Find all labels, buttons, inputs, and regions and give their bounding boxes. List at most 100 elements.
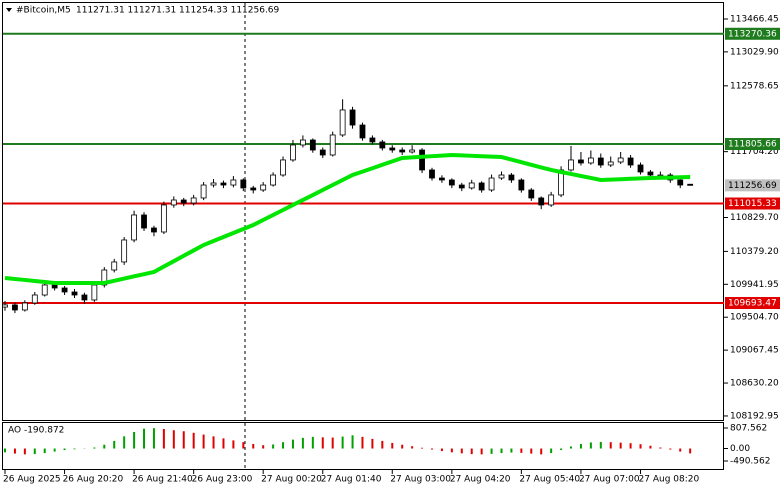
candle-body — [349, 109, 356, 126]
candle-body — [61, 287, 68, 293]
level-label: 113270.36 — [728, 29, 777, 39]
candle-body — [220, 182, 227, 186]
candle-body — [329, 134, 336, 156]
candle-body — [200, 184, 207, 199]
candle-body — [468, 182, 475, 189]
candle-body — [250, 187, 257, 191]
x-tick-label: 27 Aug 05:40 — [519, 475, 580, 485]
y-tick-label: 111704.20 — [730, 147, 779, 157]
x-tick-label: 26 Aug 20:20 — [63, 475, 124, 485]
candle-body — [240, 179, 247, 189]
candle-body — [508, 174, 515, 181]
candle-body — [160, 204, 167, 233]
candle-body — [607, 161, 614, 166]
level-box — [725, 138, 780, 151]
y-tick-label: 113466.45 — [730, 15, 779, 25]
ao-tick-label: 0.00 — [730, 444, 750, 454]
candle-body — [458, 184, 465, 189]
candle-body — [578, 159, 584, 164]
candle-body — [379, 141, 386, 149]
x-tick-label: 26 Aug 21:40 — [132, 475, 193, 485]
x-tick-label: 27 Aug 03:00 — [390, 475, 451, 485]
y-tick-label: 109067.45 — [730, 346, 779, 356]
candle-body — [587, 157, 594, 164]
y-tick-label: 108630.20 — [730, 379, 779, 389]
candle-body — [151, 227, 157, 233]
x-tick-label: 26 Aug 2025 — [3, 475, 61, 485]
current-price-box — [725, 179, 780, 192]
y-tick-label: 109504.70 — [730, 313, 779, 323]
main-frame — [2, 2, 724, 421]
candle-body — [2, 304, 8, 308]
candle-body — [409, 149, 416, 153]
level-box — [725, 197, 780, 210]
candle-body — [528, 189, 535, 199]
ao-tick-label: -490.562 — [730, 456, 770, 466]
candle-body — [91, 284, 98, 301]
x-tick-label: 27 Aug 00:20 — [261, 475, 322, 485]
candle-body — [399, 149, 406, 153]
candle-body — [429, 169, 435, 179]
candle-body — [439, 177, 445, 181]
ao-tick-label: 807.562 — [730, 424, 767, 434]
candle-body — [111, 261, 118, 271]
candle-body — [568, 159, 574, 171]
candle-body — [299, 139, 306, 146]
candle-body — [21, 302, 28, 311]
candle-body — [141, 214, 147, 229]
y-tick-label: 110829.70 — [730, 213, 779, 223]
ao-label: AO -190.872 — [8, 426, 64, 436]
level-box — [725, 297, 780, 310]
x-tick-label: 27 Aug 07:00 — [579, 475, 640, 485]
candle-body — [488, 177, 495, 191]
ohlc-text: 111271.31 111271.31 111254.33 111256.69 — [76, 6, 280, 16]
y-tick-label: 108192.95 — [730, 411, 779, 421]
candle-body — [71, 291, 78, 296]
candle-body — [637, 164, 644, 173]
candle-body — [548, 194, 555, 206]
y-tick-label: 109941.95 — [730, 280, 779, 290]
ao-frame — [2, 422, 724, 470]
level-box — [725, 27, 780, 40]
candle-body — [121, 239, 128, 263]
candle-body — [290, 144, 296, 161]
y-tick-label: 112578.65 — [730, 81, 779, 91]
current-price-label: 111256.69 — [728, 181, 777, 191]
y-tick-label: 113029.90 — [730, 47, 779, 57]
candle-body — [478, 182, 485, 191]
candle-body — [687, 183, 694, 186]
x-tick-label: 27 Aug 08:20 — [639, 475, 700, 485]
moving-average — [4, 152, 691, 285]
candle-body — [319, 149, 326, 156]
candle-body — [170, 199, 177, 206]
candle-body — [190, 197, 197, 204]
candle-body — [101, 269, 108, 286]
candle-body — [419, 149, 425, 171]
candle-body — [309, 139, 316, 151]
candle-body — [12, 304, 18, 311]
candle-body — [31, 294, 38, 304]
candle-body — [51, 284, 58, 289]
candle-body — [597, 157, 604, 166]
candle-body — [647, 171, 654, 176]
candle-body — [389, 147, 396, 151]
candle-body — [369, 137, 376, 143]
candle-body — [617, 157, 624, 163]
candle-body — [538, 197, 545, 206]
candle-body — [270, 174, 277, 186]
candle-body — [498, 174, 505, 179]
level-label: 109693.47 — [728, 299, 777, 309]
candle-body — [518, 179, 525, 191]
candle-body — [260, 184, 267, 191]
candle-body — [41, 284, 48, 296]
symbol-title: #Bitcoin,M5 — [16, 6, 71, 16]
level-label: 111015.33 — [728, 199, 777, 209]
x-tick-label: 26 Aug 23:00 — [192, 475, 253, 485]
menu-triangle — [6, 8, 12, 12]
candle-body — [230, 179, 237, 186]
candle-body — [131, 214, 137, 241]
candle-body — [81, 294, 88, 301]
